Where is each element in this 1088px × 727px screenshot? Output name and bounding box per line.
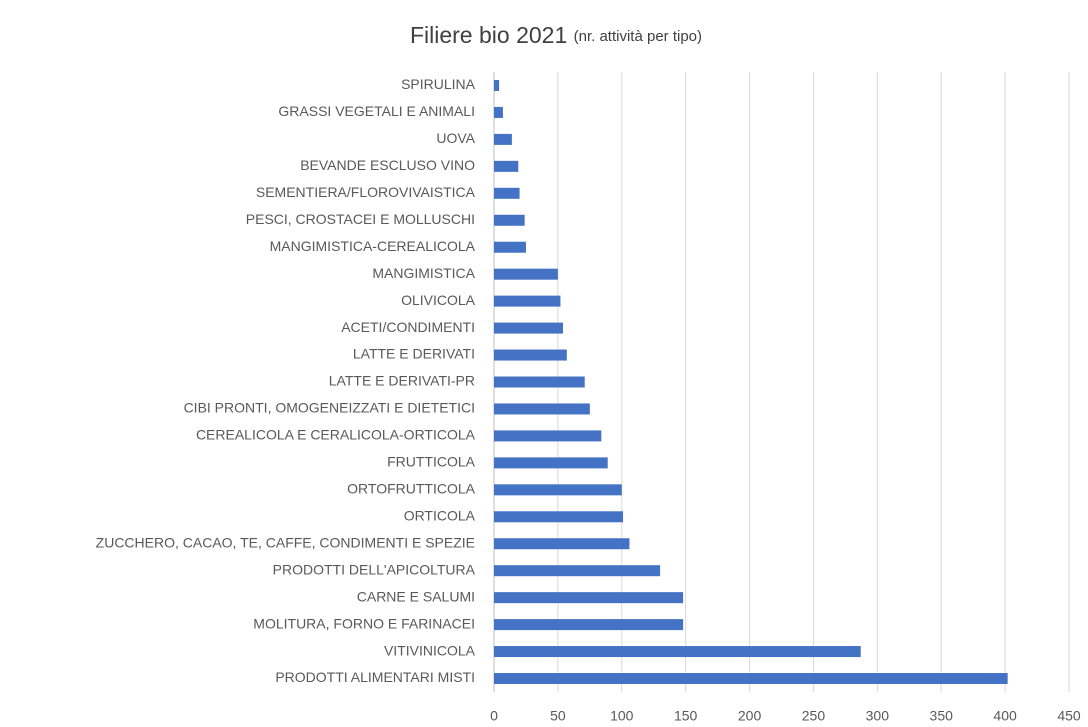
bar — [494, 214, 525, 226]
bar — [494, 646, 861, 658]
y-tick-label: SPIRULINA — [401, 76, 476, 92]
x-tick-label: 200 — [738, 708, 762, 724]
y-tick-label: GRASSI VEGETALI E ANIMALI — [278, 103, 475, 119]
bar — [494, 484, 622, 496]
x-tick-label: 300 — [866, 708, 890, 724]
bar — [494, 538, 630, 550]
y-tick-label: CIBI PRONTI, OMOGENEIZZATI E DIETETICI — [184, 400, 475, 416]
chart-subtitle: (nr. attività per tipo) — [574, 28, 702, 45]
bar — [494, 295, 561, 307]
y-tick-label: MANGIMISTICA — [372, 265, 475, 281]
bar — [494, 673, 1008, 685]
bar — [494, 268, 558, 280]
y-tick-label: ORTICOLA — [404, 507, 476, 523]
y-tick-label: BEVANDE ESCLUSO VINO — [300, 157, 475, 173]
bar — [494, 133, 512, 145]
bar — [494, 592, 684, 604]
bar — [494, 430, 602, 442]
y-tick-label: PRODOTTI ALIMENTARI MISTI — [275, 669, 475, 685]
x-tick-label: 50 — [550, 708, 566, 724]
y-tick-label: ZUCCHERO, CACAO, TE, CAFFE, CONDIMENTI E… — [96, 534, 475, 550]
y-tick-label: LATTE E DERIVATI — [353, 346, 475, 362]
bar — [494, 619, 684, 631]
bar — [494, 565, 661, 577]
bar — [494, 106, 503, 118]
bar — [494, 511, 624, 523]
y-tick-label: PRODOTTI DELL'APICOLTURA — [273, 561, 476, 577]
x-tick-label: 400 — [993, 708, 1017, 724]
x-tick-label: 0 — [490, 708, 498, 724]
bar — [494, 349, 567, 361]
x-tick-label: 250 — [802, 708, 826, 724]
bar — [494, 160, 519, 172]
y-tick-label: MANGIMISTICA-CEREALICOLA — [270, 238, 476, 254]
bar — [494, 79, 500, 91]
bar — [494, 322, 563, 334]
y-tick-label: CARNE E SALUMI — [357, 588, 475, 604]
y-tick-label: VITIVINICOLA — [384, 642, 476, 658]
y-tick-label: LATTE E DERIVATI-PR — [329, 373, 475, 389]
bar — [494, 376, 585, 388]
y-tick-label: UOVA — [436, 130, 475, 146]
y-tick-label: MOLITURA, FORNO E FARINACEI — [253, 615, 475, 631]
x-tick-label: 350 — [930, 708, 954, 724]
bar — [494, 457, 608, 469]
y-tick-label: ACETI/CONDIMENTI — [341, 319, 475, 335]
bar — [494, 403, 590, 415]
y-tick-label: SEMENTIERA/FLOROVIVAISTICA — [256, 184, 476, 200]
bar — [494, 187, 520, 199]
y-tick-label: ORTOFRUTTICOLA — [347, 481, 475, 497]
x-tick-label: 150 — [674, 708, 698, 724]
y-tick-label: CEREALICOLA E CERALICOLA-ORTICOLA — [196, 427, 476, 443]
chart-title: Filiere bio 2021 — [410, 22, 567, 48]
y-tick-label: FRUTTICOLA — [387, 454, 476, 470]
x-tick-label: 450 — [1057, 708, 1081, 724]
chart-title-group: Filiere bio 2021 (nr. attività per tipo) — [410, 22, 702, 48]
y-tick-label: OLIVICOLA — [401, 292, 476, 308]
bar — [494, 241, 526, 253]
x-tick-label: 100 — [610, 708, 634, 724]
y-tick-label: PESCI, CROSTACEI E MOLLUSCHI — [246, 211, 475, 227]
